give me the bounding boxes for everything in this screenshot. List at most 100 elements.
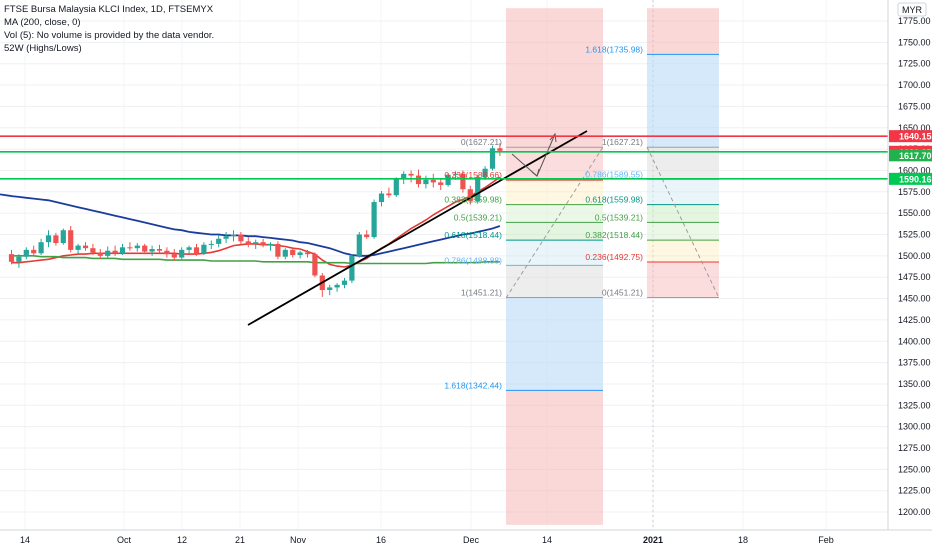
candle-body — [371, 202, 377, 238]
fib-label: 1(1451.21) — [461, 288, 502, 298]
arrow-head — [531, 168, 540, 177]
candle-body — [245, 241, 251, 244]
candle-body — [297, 252, 303, 255]
fib-label: 0.786(1488.88) — [444, 255, 502, 265]
fibonacci-zones — [506, 8, 719, 525]
y-tick-label: 1250.00 — [898, 464, 931, 474]
candle-body — [378, 193, 385, 203]
fib-label: 1.618(1342.44) — [444, 380, 502, 390]
candle-body — [312, 254, 318, 276]
fib-label: 1.618(1735.98) — [585, 44, 643, 54]
candle-body — [38, 242, 44, 254]
candle-body — [31, 249, 37, 254]
candle-body — [452, 173, 459, 175]
candle-body — [134, 245, 140, 249]
candle-body — [460, 173, 466, 190]
drawings — [247, 130, 720, 326]
x-tick-label: Nov — [290, 535, 307, 545]
candle-body — [149, 249, 155, 252]
x-tick-label: Oct — [117, 535, 132, 545]
y-tick-label: 1700.00 — [898, 80, 931, 90]
x-tick-label: 16 — [376, 535, 386, 545]
indicator-52w: 52W (Highs/Lows) — [4, 43, 82, 54]
fib-zone — [506, 297, 603, 391]
candle-body — [430, 179, 436, 183]
fib-zone-top — [506, 8, 603, 148]
price-label-bg — [889, 149, 932, 162]
candle-body — [327, 287, 333, 291]
time-axis-bg — [0, 530, 932, 550]
candle-body — [260, 242, 266, 246]
candle-body — [45, 235, 52, 243]
candle-body — [230, 234, 237, 237]
candle-body — [105, 250, 111, 256]
y-tick-label: 1300.00 — [898, 422, 931, 432]
currency-badge-label: MYR — [902, 5, 923, 15]
y-tick-label: 1400.00 — [898, 336, 931, 346]
y-tick-label: 1450.00 — [898, 294, 931, 304]
fib-zone — [647, 204, 719, 223]
y-tick-label: 1675.00 — [898, 101, 931, 111]
y-tick-label: 1275.00 — [898, 443, 931, 453]
fib-zone — [506, 240, 603, 266]
trend-line — [247, 130, 588, 326]
candle-body — [253, 242, 259, 244]
candle-body — [186, 247, 192, 250]
fib-label: 1(1627.21) — [602, 137, 643, 147]
candle-body — [75, 245, 81, 250]
ma-line — [0, 193, 12, 197]
x-tick-label: 14 — [20, 535, 30, 545]
candle-body — [282, 249, 288, 257]
price-label: 1640.15 — [899, 132, 932, 142]
candle-body — [16, 256, 22, 262]
candle-body — [267, 243, 274, 246]
fib-label: 0(1451.21) — [602, 288, 643, 298]
fib-zone — [647, 54, 719, 148]
candle-body — [201, 244, 207, 254]
indicator-vol: Vol (5): No volume is provided by the da… — [4, 30, 215, 41]
fib-zone — [506, 222, 603, 241]
candle-body — [401, 173, 407, 179]
candle-body — [290, 249, 296, 255]
price-label-bg — [889, 130, 932, 143]
x-tick-label: 2021 — [643, 535, 663, 545]
candle-body — [82, 245, 89, 249]
currency-badge[interactable] — [897, 2, 927, 17]
fib-zone — [506, 265, 603, 298]
fib-zone-top — [647, 8, 719, 55]
x-tick-label: 18 — [738, 535, 748, 545]
candle-body — [408, 173, 414, 176]
fib-label: 0.5(1539.21) — [595, 212, 643, 222]
candle-body — [171, 254, 177, 258]
fib-label: 0.236(1492.75) — [585, 252, 643, 262]
moving-averages — [0, 176, 501, 268]
fib-zone — [506, 204, 603, 223]
price-label-bg — [889, 172, 932, 185]
candle-body — [112, 250, 118, 254]
y-tick-label: 1575.00 — [898, 187, 931, 197]
y-tick-label: 1600.00 — [898, 165, 931, 175]
candle-body — [68, 230, 74, 250]
fib-label: 0.382(1518.44) — [585, 230, 643, 240]
indicator-ma: MA (200, close, 0) — [4, 17, 81, 28]
candle-body — [208, 243, 214, 245]
ma-line — [11, 255, 500, 265]
y-tick-label: 1525.00 — [898, 230, 931, 240]
y-tick-label: 1750.00 — [898, 37, 931, 47]
candle-body — [60, 230, 66, 244]
fib-label: 0(1627.21) — [461, 137, 502, 147]
ma-line — [11, 195, 501, 257]
fib-zone — [506, 147, 603, 181]
candle-body — [438, 182, 444, 185]
fib-label: 0.786(1589.55) — [585, 169, 643, 179]
candle-body — [356, 234, 362, 256]
y-tick-label: 1225.00 — [898, 486, 931, 496]
fib-zone-bottom — [506, 390, 603, 525]
candle-body — [275, 243, 281, 257]
candle-body — [179, 249, 185, 258]
candle-body — [489, 148, 496, 169]
y-tick-label: 1775.00 — [898, 16, 931, 26]
candle-body — [216, 238, 222, 244]
